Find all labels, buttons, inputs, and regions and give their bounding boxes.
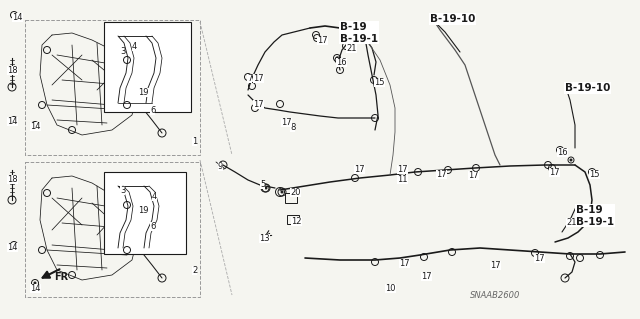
Text: 6: 6	[150, 222, 156, 231]
Bar	[287, 215, 299, 224]
Text: 17: 17	[281, 118, 292, 127]
Circle shape	[13, 119, 15, 121]
Bar	[104, 172, 186, 254]
Text: 16: 16	[336, 58, 347, 67]
Text: SNAAB2600: SNAAB2600	[470, 291, 520, 300]
Text: B-19
B-19-1: B-19 B-19-1	[340, 22, 378, 44]
Text: 20: 20	[290, 188, 301, 197]
Text: 17: 17	[253, 100, 264, 109]
Bar	[25, 20, 200, 155]
Circle shape	[570, 159, 572, 161]
Text: B-19-10: B-19-10	[565, 83, 611, 93]
Text: 4: 4	[132, 42, 137, 51]
Text: 14: 14	[7, 117, 17, 126]
Text: 11: 11	[397, 175, 408, 184]
Bar	[104, 22, 191, 112]
Bar	[25, 162, 200, 297]
Text: 19: 19	[138, 88, 148, 97]
Text: 12: 12	[291, 217, 301, 226]
Bar	[285, 193, 297, 203]
Text: 3: 3	[120, 186, 125, 195]
Circle shape	[281, 191, 283, 193]
Text: 17: 17	[549, 168, 559, 177]
Text: 14: 14	[30, 284, 40, 293]
Text: 6: 6	[150, 106, 156, 115]
Text: 10: 10	[385, 284, 396, 293]
Text: B-19-10: B-19-10	[430, 14, 476, 24]
Circle shape	[34, 282, 36, 284]
Text: 4: 4	[152, 192, 157, 201]
Circle shape	[336, 57, 338, 59]
Text: 21: 21	[566, 218, 577, 227]
Text: B-19
B-19-1: B-19 B-19-1	[576, 205, 614, 226]
Text: 3: 3	[120, 47, 125, 56]
Circle shape	[13, 14, 15, 16]
Text: 21: 21	[346, 44, 356, 53]
Text: 14: 14	[30, 122, 40, 131]
Text: 17: 17	[421, 272, 431, 281]
Text: 17: 17	[354, 165, 365, 174]
Text: 16: 16	[557, 148, 568, 157]
Text: 7: 7	[247, 74, 252, 83]
Text: 14: 14	[7, 243, 17, 252]
Text: 13: 13	[259, 234, 269, 243]
Text: 17: 17	[317, 36, 328, 45]
Text: 17: 17	[399, 259, 410, 268]
Circle shape	[265, 187, 267, 189]
Circle shape	[13, 244, 15, 246]
Text: 15: 15	[589, 170, 600, 179]
Text: 1: 1	[192, 137, 197, 146]
Text: 17: 17	[436, 170, 447, 179]
Text: 17: 17	[468, 171, 479, 180]
Text: FR: FR	[54, 272, 68, 282]
Text: 9: 9	[218, 162, 223, 171]
Text: 18: 18	[7, 175, 18, 184]
Text: 14: 14	[12, 13, 22, 22]
Text: 17: 17	[534, 254, 545, 263]
Circle shape	[34, 124, 36, 126]
Text: 18: 18	[7, 66, 18, 75]
Text: 15: 15	[374, 78, 385, 87]
Text: 2: 2	[192, 266, 197, 275]
Text: 17: 17	[253, 74, 264, 83]
Text: 5: 5	[260, 180, 265, 189]
Text: 8: 8	[290, 123, 296, 132]
Text: 17: 17	[490, 261, 500, 270]
Text: 19: 19	[138, 206, 148, 215]
Text: 17: 17	[397, 165, 408, 174]
